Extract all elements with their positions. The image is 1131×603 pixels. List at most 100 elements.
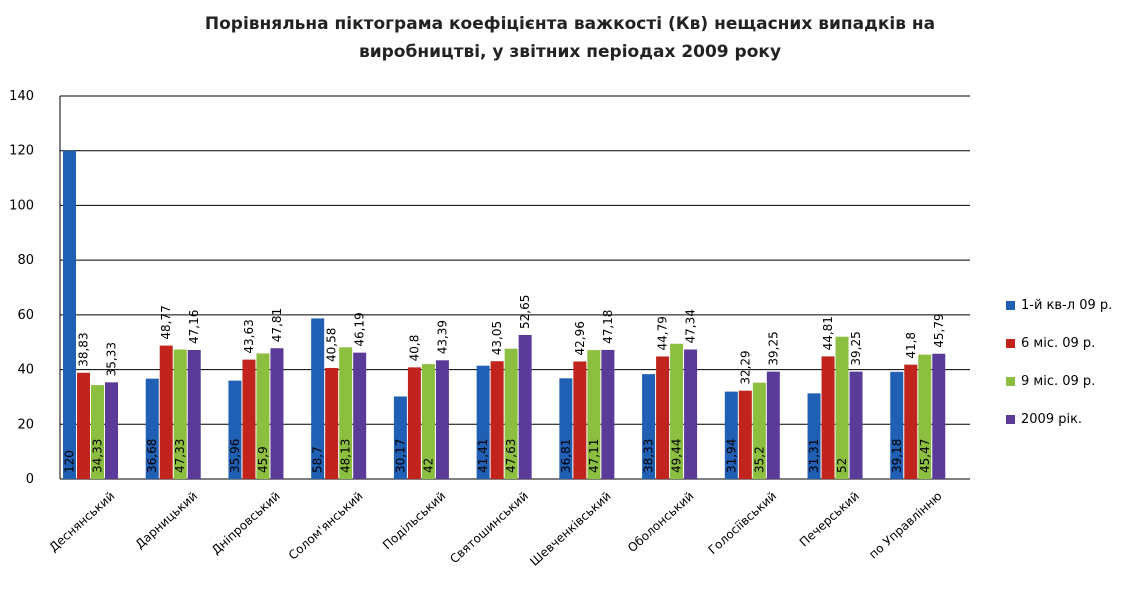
bar (490, 361, 504, 479)
data-label: 44,79 (656, 316, 670, 350)
data-label: 30,17 (393, 439, 407, 473)
data-label: 39,18 (890, 439, 904, 473)
x-category-label: Дніпровський (209, 489, 283, 558)
data-label: 45,9 (256, 446, 270, 473)
bar (932, 353, 946, 479)
data-label: 42,96 (573, 321, 587, 355)
bar (656, 356, 670, 479)
legend-label: 1-й кв-л 09 р. (1021, 297, 1113, 313)
bar (504, 348, 518, 479)
data-label: 35,33 (105, 342, 119, 376)
bar (421, 364, 435, 479)
data-label: 52,65 (518, 295, 532, 329)
bar (518, 334, 532, 479)
y-tick-label: 40 (17, 363, 34, 378)
data-label: 39,25 (849, 331, 863, 365)
bar (353, 352, 367, 479)
legend-swatch (1006, 338, 1015, 348)
legend-label: 9 міс. 09 р. (1021, 373, 1096, 389)
data-label: 35,96 (228, 439, 242, 473)
bar (311, 318, 325, 479)
y-tick-label: 100 (9, 198, 34, 213)
data-label: 47,63 (504, 439, 518, 473)
data-label: 46,19 (353, 312, 367, 346)
data-label: 48,13 (339, 439, 353, 473)
data-label: 43,63 (242, 319, 256, 353)
x-category-label: Солом'янський (286, 489, 366, 563)
data-label: 47,11 (587, 439, 601, 473)
x-category-label: Дарницький (133, 489, 200, 552)
data-label: 38,33 (642, 439, 656, 473)
data-label: 41,8 (904, 332, 918, 359)
bar (559, 378, 573, 479)
bar (476, 365, 490, 479)
data-label: 39,25 (766, 331, 780, 365)
bar (724, 391, 738, 479)
bar (325, 367, 339, 479)
legend-item: 9 міс. 09 р. (1006, 362, 1112, 400)
bar (242, 359, 256, 479)
x-category-label: по Управлінню (866, 489, 944, 562)
data-label: 43,05 (490, 321, 504, 355)
data-label: 31,94 (724, 439, 738, 473)
bar (256, 353, 270, 479)
bar (91, 385, 104, 479)
data-label: 52 (835, 458, 849, 473)
bar (642, 374, 656, 479)
bar (77, 372, 90, 479)
bar (407, 367, 421, 479)
x-category-label: Деснянський (46, 489, 117, 555)
bar (821, 356, 835, 479)
bar (601, 349, 615, 479)
bar (890, 371, 904, 479)
bar (752, 382, 766, 479)
data-label: 58,7 (311, 446, 325, 473)
y-tick-label: 120 (9, 144, 34, 159)
bar (435, 360, 449, 479)
bar (849, 371, 863, 479)
y-tick-label: 0 (26, 472, 34, 487)
legend-swatch (1006, 300, 1015, 310)
data-label: 34,33 (91, 439, 105, 473)
bar (835, 336, 849, 479)
x-category-label: Подільський (380, 489, 448, 552)
data-label: 45,47 (918, 439, 932, 473)
data-label: 43,39 (435, 320, 449, 354)
bar (173, 349, 187, 479)
data-label: 45,79 (932, 313, 946, 347)
bar (766, 371, 780, 479)
x-category-label: Шевченківський (527, 489, 613, 569)
y-tick-label: 20 (17, 417, 34, 432)
y-tick-label: 80 (17, 253, 34, 268)
bar (145, 378, 159, 479)
legend-item: 1-й кв-л 09 р. (1006, 286, 1112, 324)
data-label: 31,31 (807, 439, 821, 473)
data-label: 36,68 (145, 439, 159, 473)
chart-legend: 1-й кв-л 09 р. 6 міс. 09 р. 9 міс. 09 р. 20… (1006, 286, 1112, 438)
bar (918, 354, 932, 479)
bar (587, 350, 601, 479)
data-label: 42 (421, 458, 435, 473)
bar (393, 396, 407, 479)
bar (738, 390, 752, 479)
data-label: 41,41 (476, 439, 490, 473)
data-label: 40,58 (325, 328, 339, 362)
data-label: 35,2 (752, 446, 766, 473)
data-label: 47,16 (187, 310, 201, 344)
bar (159, 345, 173, 479)
bar (105, 382, 118, 479)
x-category-label: Оболонський (625, 489, 696, 555)
bar (270, 348, 284, 479)
data-label: 36,81 (559, 439, 573, 473)
legend-item: 2009 рік. (1006, 400, 1112, 438)
data-label: 32,29 (738, 350, 752, 384)
legend-item: 6 міс. 09 р. (1006, 324, 1112, 362)
bar (904, 364, 918, 479)
x-category-label: Печерський (797, 489, 862, 550)
legend-label: 2009 рік. (1021, 411, 1083, 427)
y-tick-label: 60 (17, 308, 34, 323)
legend-swatch (1006, 376, 1015, 386)
data-label: 120 (63, 450, 77, 473)
y-tick-label: 140 (9, 89, 34, 104)
